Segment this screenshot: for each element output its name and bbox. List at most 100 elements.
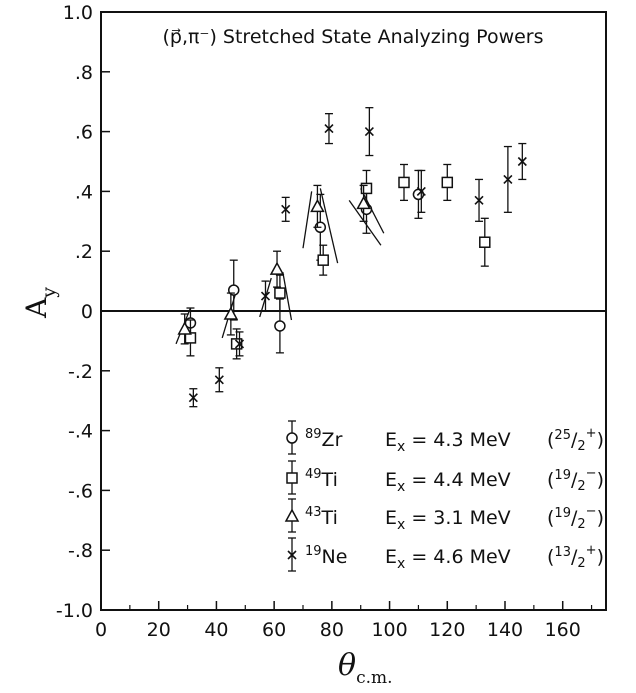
triangle-marker: [269, 261, 285, 275]
square-marker: [274, 287, 286, 299]
data-point-cross: [188, 388, 198, 408]
data-point-square: [317, 244, 329, 276]
legend-parity: −: [586, 504, 597, 519]
legend-spin-close: ): [597, 507, 604, 529]
cross-marker-stroke: [416, 186, 426, 196]
circle-marker: [274, 320, 286, 332]
legend-excitation: Ex = 4.3 MeV: [385, 429, 511, 455]
legend-parity: +: [586, 543, 597, 558]
triangle-marker: [310, 198, 325, 213]
legend-spin-numerator: 19: [554, 506, 571, 521]
data-point-cross: [214, 367, 224, 393]
legend-spin: (19/2−): [547, 504, 604, 532]
legend-energy: = 4.3 MeV: [405, 429, 510, 451]
x-tick-label: 40: [204, 619, 228, 641]
triangle-marker: [356, 195, 371, 210]
cross-marker-stroke: [234, 339, 245, 349]
y-tick-label: .6: [75, 122, 93, 144]
data-point-cross: [474, 178, 484, 222]
legend-entry: 43Ti Ex = 3.1 MeV (19/2−): [284, 498, 604, 533]
cross-marker-stroke: [474, 195, 484, 205]
y-tick-label: .4: [75, 181, 93, 203]
x-tick-label: 80: [320, 619, 344, 641]
y-axis-ticks: 1.0 .8 .6 .4 .2 0 -.2 -.4 -.6 -.8 -1.0: [56, 2, 110, 622]
legend-mass-number: 43: [305, 505, 322, 520]
data-point-triangle: [223, 292, 239, 336]
legend-excitation: Ex = 3.1 MeV: [385, 507, 511, 533]
y-tick-label: .2: [75, 241, 93, 263]
data-point-cross: [324, 113, 334, 145]
fit-curve: [360, 188, 385, 234]
cross-marker-stroke: [364, 127, 374, 137]
legend-spin-denominator: 2: [577, 556, 585, 571]
y-tick-label: 0: [81, 301, 93, 323]
legend-e-symbol: E: [385, 546, 397, 568]
data-point-square: [479, 217, 491, 267]
legend-spin-close: ): [597, 469, 604, 491]
square-marker: [441, 176, 454, 189]
square-marker: [317, 254, 329, 266]
legend-element: Ti: [321, 469, 338, 491]
legend-spin-numerator: 25: [554, 428, 571, 443]
legend-excitation: Ex = 4.6 MeV: [385, 546, 511, 572]
legend-e-symbol: E: [385, 507, 397, 529]
square-marker: [286, 472, 298, 484]
y-axis-title: Ay: [20, 287, 60, 319]
legend-mass-number: 89: [305, 427, 322, 442]
legend-excitation: Ex = 4.4 MeV: [385, 469, 511, 495]
square-marker: [230, 338, 243, 350]
legend-spin: (19/2−): [547, 466, 604, 494]
x-axis-ticks: 0 20 40 60 80 100 120 140 160: [95, 601, 593, 641]
y-axis-title-main: A: [20, 297, 53, 319]
legend-spin: (25/2+): [547, 426, 604, 454]
triangle-marker: [223, 306, 239, 320]
legend-label: 43Ti: [305, 505, 338, 529]
x-tick-label: 0: [95, 619, 107, 641]
legend-spin-numerator: 19: [554, 468, 571, 483]
legend-e-subscript: x: [397, 479, 405, 495]
legend-e-symbol: E: [385, 469, 397, 491]
legend-spin-denominator: 2: [577, 439, 585, 454]
triangle-marker: [177, 321, 192, 335]
legend-e-subscript: x: [397, 439, 405, 455]
data-point-cross: [260, 280, 271, 312]
legend-entry: 19Ne Ex = 4.6 MeV (13/2+): [287, 537, 604, 572]
x-axis-title-main: θ: [338, 648, 356, 683]
legend-parity: +: [586, 426, 597, 441]
data-point-square: [398, 163, 410, 202]
legend-spin-slash: /: [571, 429, 578, 451]
x-tick-label: 140: [487, 619, 523, 641]
x-tick-label: 20: [147, 619, 171, 641]
legend: 89Zr Ex = 4.3 MeV (25/2+)49Ti Ex = 4.4 MeV(…: [284, 420, 604, 572]
legend-spin: (13/2+): [547, 543, 604, 571]
y-tick-label: 1.0: [63, 2, 93, 24]
cross-marker-stroke: [281, 204, 291, 214]
legend-energy: = 3.1 MeV: [405, 507, 510, 529]
data-point-cross: [416, 169, 426, 213]
data-point-cross: [517, 142, 527, 181]
legend-label: 19Ne: [305, 544, 347, 568]
circle-marker: [286, 432, 298, 444]
legend-element: Ne: [322, 546, 348, 568]
legend-entry: 89Zr Ex = 4.3 MeV (25/2+): [286, 420, 604, 455]
data-point-triangle: [269, 250, 285, 288]
legend-element: Zr: [322, 429, 343, 451]
y-tick-label: .8: [75, 62, 93, 84]
y-tick-label: -.8: [68, 540, 93, 562]
legend-spin-slash: /: [571, 469, 578, 491]
legend-spin-open: (: [547, 469, 554, 491]
data-point-cross: [364, 107, 374, 157]
y-tick-label: -.4: [68, 421, 93, 443]
x-axis-title: θc.m.: [338, 648, 393, 688]
legend-spin-denominator: 2: [577, 479, 585, 494]
legend-e-subscript: x: [397, 517, 405, 533]
x-tick-label: 100: [371, 619, 407, 641]
square-marker: [398, 176, 410, 189]
data-point-cross: [503, 145, 513, 213]
y-tick-label: -1.0: [56, 600, 93, 622]
legend-mass-number: 49: [305, 467, 322, 482]
cross-marker-stroke: [260, 291, 271, 301]
data-points: [177, 107, 527, 408]
fit-curve: [319, 188, 339, 264]
legend-e-subscript: x: [397, 556, 405, 572]
